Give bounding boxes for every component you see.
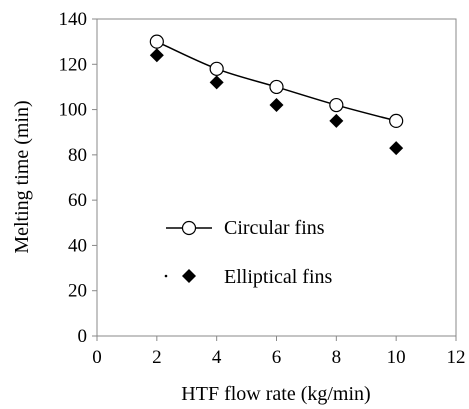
legend-marker-circular <box>181 220 197 236</box>
legend-item-circular: Circular fins <box>166 217 325 239</box>
x-tick-label: 4 <box>212 347 222 368</box>
series-layer <box>149 34 404 156</box>
legend-label-circular: Circular fins <box>224 217 325 239</box>
y-tick-label: 20 <box>68 281 87 302</box>
y-tick-label: 0 <box>78 326 88 347</box>
x-tick-label: 10 <box>387 347 406 368</box>
y-tick-label: 60 <box>68 190 87 211</box>
data-point-elliptical <box>269 98 284 113</box>
x-tick-label: 2 <box>152 347 162 368</box>
data-point-elliptical <box>149 48 164 63</box>
legend-marker-elliptical <box>182 269 196 283</box>
data-point-circular <box>389 113 404 128</box>
data-point-elliptical <box>389 141 404 156</box>
y-axis-title: Melting time (min) <box>11 100 33 253</box>
x-tick-label: 8 <box>332 347 342 368</box>
data-point-circular <box>329 97 344 113</box>
data-point-elliptical <box>209 75 224 90</box>
plot-frame <box>96 18 457 337</box>
data-point-circular <box>269 79 284 95</box>
y-tick-label: 100 <box>59 100 88 121</box>
y-tick-label: 120 <box>59 54 88 75</box>
legend-item-elliptical: Elliptical fins <box>164 266 333 288</box>
x-axis-title: HTF flow rate (kg/min) <box>181 383 370 405</box>
legend-label-elliptical: Elliptical fins <box>224 266 333 288</box>
legend-dot-elliptical <box>164 274 168 278</box>
data-point-circular <box>209 61 224 76</box>
x-axis-ticks: 0 2 4 6 8 10 12 <box>92 336 466 368</box>
y-tick-label: 140 <box>59 9 88 30</box>
data-point-circular <box>149 34 164 49</box>
x-tick-label: 0 <box>92 347 102 368</box>
x-tick-label: 12 <box>447 347 466 368</box>
legend: Circular fins Elliptical fins <box>164 217 333 288</box>
y-tick-label: 40 <box>68 235 87 256</box>
y-axis-ticks: 0 20 40 60 80 100 120 140 <box>59 9 97 347</box>
x-tick-label: 6 <box>272 347 282 368</box>
y-tick-label: 80 <box>68 145 87 166</box>
data-point-elliptical <box>329 113 344 128</box>
